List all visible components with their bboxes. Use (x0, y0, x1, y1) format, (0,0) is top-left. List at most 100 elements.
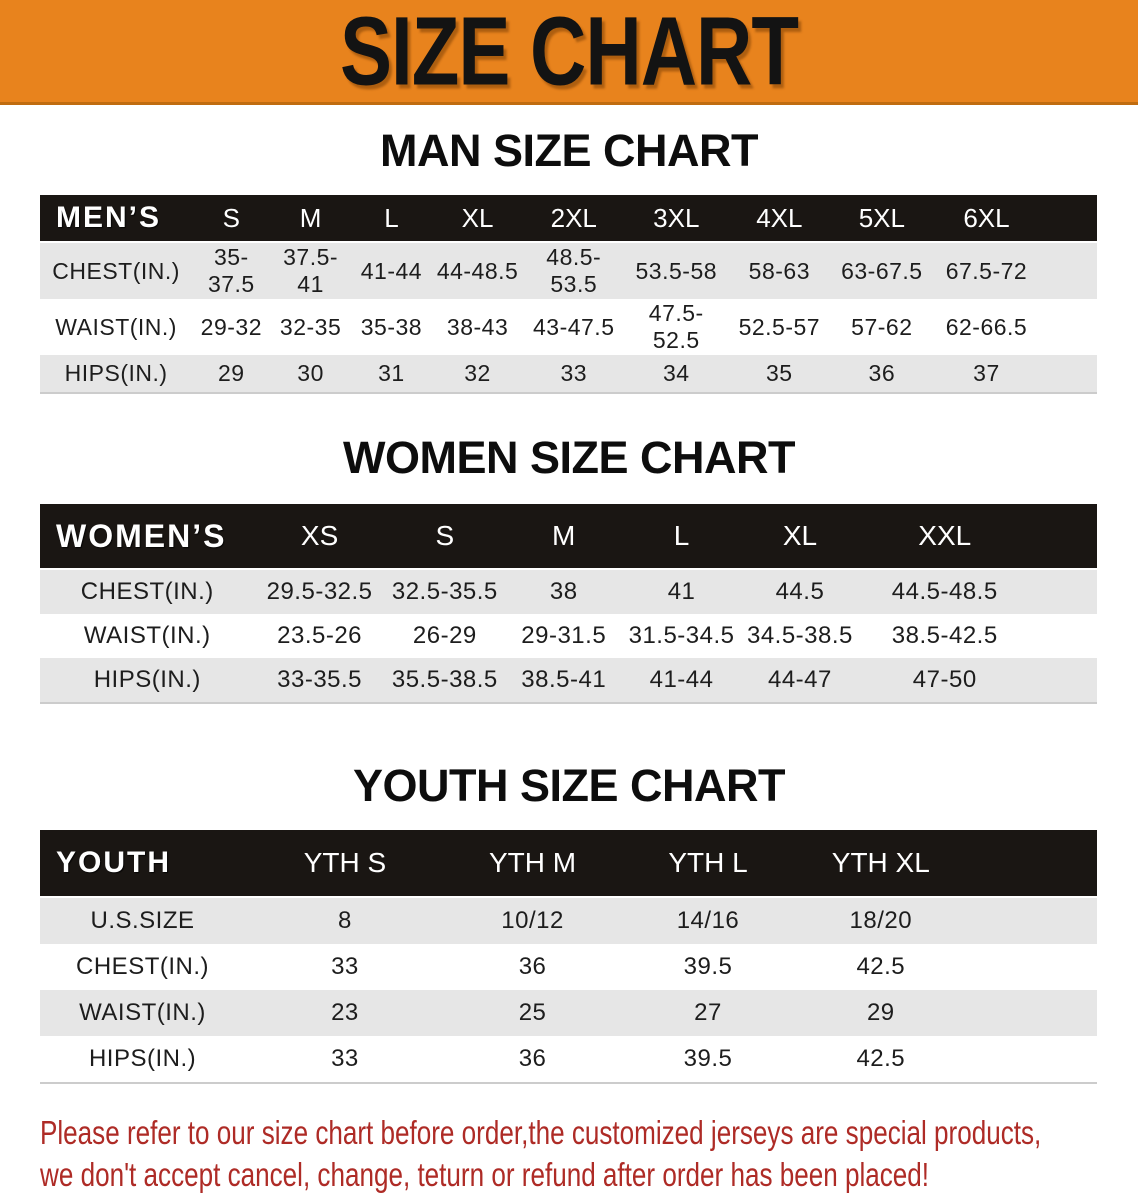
table-row: CHEST(IN.) 35-37.5 37.5-41 41-44 44-48.5… (40, 242, 1097, 299)
youth-corner-label: YOUTH (40, 830, 246, 898)
men-column-header: 3XL (624, 195, 729, 243)
spacer-cell (1030, 569, 1097, 614)
row-label: WAIST(IN.) (40, 299, 193, 355)
row-label: CHEST(IN.) (40, 944, 246, 990)
spacer-cell (1030, 658, 1097, 703)
size-cell: 39.5 (620, 944, 796, 990)
youth-section-heading: YOUTH SIZE CHART (352, 760, 786, 811)
size-cell: 29-32 (192, 299, 271, 355)
men-size-table: MEN’S S M L XL 2XL 3XL 4XL 5XL 6XL CHEST… (40, 195, 1097, 394)
spacer-cell (1030, 614, 1097, 658)
table-row: WAIST(IN.) 23 25 27 29 (40, 990, 1097, 1036)
size-cell: 23.5-26 (254, 614, 385, 658)
size-cell: 33 (245, 944, 445, 990)
table-row: CHEST(IN.) 29.5-32.5 32.5-35.5 38 41 44.… (40, 569, 1097, 614)
size-cell: 35-37.5 (192, 242, 271, 299)
youth-column-header: YTH S (245, 830, 445, 898)
size-cell: 34.5-38.5 (740, 614, 860, 658)
size-cell: 41-44 (622, 658, 741, 703)
women-header-row: WOMEN’S XS S M L XL XXL (40, 504, 1097, 570)
row-label: HIPS(IN.) (40, 658, 255, 703)
size-cell: 31.5-34.5 (622, 614, 741, 658)
size-cell: 29 (795, 990, 966, 1036)
size-cell: 34 (624, 355, 729, 393)
women-column-header: XL (740, 504, 860, 570)
youth-column-header: YTH L (620, 830, 796, 898)
size-cell: 38-43 (432, 299, 524, 355)
women-corner-label: WOMEN’S (40, 504, 255, 570)
size-cell: 31 (350, 355, 433, 393)
spacer-cell (965, 990, 1097, 1036)
disclaimer: Please refer to our size chart before or… (40, 1112, 1138, 1196)
size-cell: 26-29 (384, 614, 506, 658)
men-column-header: 5XL (830, 195, 934, 243)
table-row: CHEST(IN.) 33 36 39.5 42.5 (40, 944, 1097, 990)
size-cell: 29.5-32.5 (254, 569, 385, 614)
men-header-row: MEN’S S M L XL 2XL 3XL 4XL 5XL 6XL (40, 195, 1097, 243)
table-row: U.S.SIZE 8 10/12 14/16 18/20 (40, 897, 1097, 944)
size-cell: 48.5-53.5 (523, 242, 625, 299)
men-column-header: M (270, 195, 351, 243)
men-corner-label: MEN’S (40, 195, 193, 243)
size-cell: 33-35.5 (254, 658, 385, 703)
size-cell: 39.5 (620, 1036, 796, 1083)
youth-column-header: YTH XL (795, 830, 966, 898)
size-cell: 53.5-58 (624, 242, 729, 299)
size-cell: 47.5-52.5 (624, 299, 729, 355)
size-cell: 36 (444, 944, 621, 990)
spacer-cell (965, 1036, 1097, 1083)
size-cell: 44.5-48.5 (859, 569, 1031, 614)
size-cell: 30 (270, 355, 351, 393)
size-cell: 36 (444, 1036, 621, 1083)
spacer-cell (965, 830, 1097, 898)
youth-size-table: YOUTH YTH S YTH M YTH L YTH XL U.S.SIZE … (40, 830, 1097, 1084)
size-cell: 57-62 (830, 299, 934, 355)
size-cell: 44-47 (740, 658, 860, 703)
size-cell: 41-44 (350, 242, 433, 299)
size-cell: 25 (444, 990, 621, 1036)
size-cell: 32-35 (270, 299, 351, 355)
youth-header-row: YOUTH YTH S YTH M YTH L YTH XL (40, 830, 1097, 898)
banner-title: SIZE CHART (340, 0, 799, 106)
table-row: WAIST(IN.) 23.5-26 26-29 29-31.5 31.5-34… (40, 614, 1097, 658)
row-label: U.S.SIZE (40, 897, 246, 944)
size-cell: 35 (728, 355, 831, 393)
spacer-cell (1039, 242, 1097, 299)
size-cell: 18/20 (795, 897, 966, 944)
row-label: HIPS(IN.) (40, 1036, 246, 1083)
men-column-header: S (192, 195, 271, 243)
size-cell: 10/12 (444, 897, 621, 944)
size-cell: 41 (622, 569, 741, 614)
size-cell: 62-66.5 (933, 299, 1040, 355)
size-cell: 44.5 (740, 569, 860, 614)
size-cell: 23 (245, 990, 445, 1036)
size-cell: 67.5-72 (933, 242, 1040, 299)
row-label: HIPS(IN.) (40, 355, 193, 393)
spacer-cell (965, 944, 1097, 990)
size-cell: 37.5-41 (270, 242, 351, 299)
men-column-header: 4XL (728, 195, 831, 243)
women-column-header: L (622, 504, 741, 570)
size-chart-banner: SIZE CHART (0, 0, 1138, 105)
size-cell: 44-48.5 (432, 242, 524, 299)
size-cell: 43-47.5 (523, 299, 625, 355)
women-column-header: XS (254, 504, 385, 570)
size-cell: 32 (432, 355, 524, 393)
size-cell: 63-67.5 (830, 242, 934, 299)
row-label: CHEST(IN.) (40, 242, 193, 299)
table-row: WAIST(IN.) 29-32 32-35 35-38 38-43 43-47… (40, 299, 1097, 355)
men-column-header: XL (432, 195, 524, 243)
spacer-cell (965, 897, 1097, 944)
size-cell: 33 (523, 355, 625, 393)
table-row: HIPS(IN.) 29 30 31 32 33 34 35 36 37 (40, 355, 1097, 393)
size-cell: 38.5-42.5 (859, 614, 1031, 658)
size-cell: 38 (505, 569, 623, 614)
size-cell: 35-38 (350, 299, 433, 355)
table-row: HIPS(IN.) 33 36 39.5 42.5 (40, 1036, 1097, 1083)
men-column-header: 6XL (933, 195, 1040, 243)
size-cell: 14/16 (620, 897, 796, 944)
size-cell: 8 (245, 897, 445, 944)
women-column-header: M (505, 504, 623, 570)
size-cell: 52.5-57 (728, 299, 831, 355)
youth-column-header: YTH M (444, 830, 621, 898)
